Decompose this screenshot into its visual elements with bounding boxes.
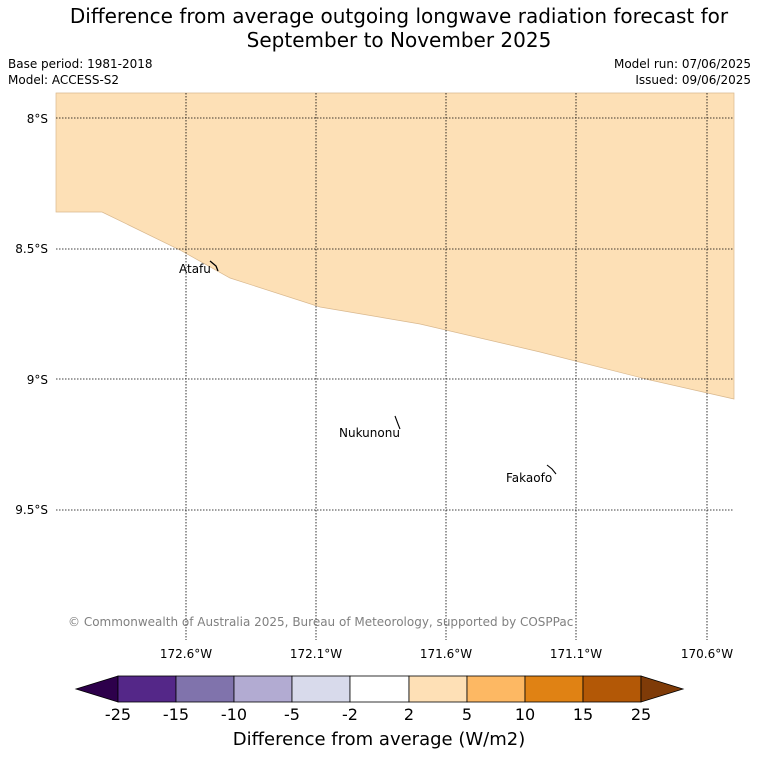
base-period: Base period: 1981-2018 bbox=[8, 57, 153, 71]
place-label-atafu: Atafu bbox=[179, 262, 211, 276]
colorbar-tick: -2 bbox=[342, 705, 358, 724]
lat-label-9s: 9°S bbox=[27, 373, 48, 387]
anomaly-region bbox=[55, 92, 735, 400]
colorbar-swatch-9 bbox=[582, 675, 642, 703]
lat-label-8-5s: 8.5°S bbox=[15, 242, 48, 256]
lon-label-170-6w: 170.6°W bbox=[681, 647, 733, 661]
lon-label-172-6w: 172.6°W bbox=[160, 647, 212, 661]
metadata-left: Base period: 1981-2018 Model: ACCESS-S2 bbox=[8, 56, 153, 88]
colorbar-tick: 2 bbox=[404, 705, 414, 724]
lon-label-172-1w: 172.1°W bbox=[290, 647, 342, 661]
place-label-fakaofo: Fakaofo bbox=[506, 471, 552, 485]
atafu-island-shape bbox=[209, 260, 219, 272]
issued-date: Issued: 09/06/2025 bbox=[635, 73, 751, 87]
title-line-2: September to November 2025 bbox=[246, 28, 552, 52]
colorbar-tick: 15 bbox=[573, 705, 593, 724]
model-run: Model run: 07/06/2025 bbox=[613, 57, 751, 71]
colorbar-swatch-7 bbox=[466, 675, 526, 703]
colorbar-swatch-1 bbox=[117, 675, 177, 703]
nukunonu-island-shape bbox=[394, 415, 401, 430]
lon-gridlines bbox=[185, 93, 708, 640]
colorbar-tick: -5 bbox=[284, 705, 300, 724]
colorbar-tick: -25 bbox=[105, 705, 131, 724]
lon-label-171-6w: 171.6°W bbox=[420, 647, 472, 661]
colorbar-swatch-6 bbox=[408, 675, 468, 703]
colorbar-arrow-low bbox=[74, 675, 119, 703]
model-name: Model: ACCESS-S2 bbox=[8, 73, 120, 87]
fakaofo-island-shape bbox=[546, 464, 557, 475]
lat-gridlines bbox=[56, 117, 734, 511]
colorbar-tick: 10 bbox=[515, 705, 535, 724]
lat-label-8s: 8°S bbox=[27, 112, 48, 126]
colorbar-label: Difference from average (W/m2) bbox=[232, 729, 526, 750]
metadata-right: Model run: 07/06/2025 Issued: 09/06/2025 bbox=[614, 56, 751, 88]
colorbar-tick: -15 bbox=[163, 705, 189, 724]
place-label-nukunonu: Nukunonu bbox=[339, 426, 400, 440]
colorbar-swatch-2 bbox=[175, 675, 235, 703]
page-title: Difference from average outgoing longwav… bbox=[0, 4, 758, 52]
colorbar-arrow-high bbox=[640, 675, 685, 703]
colorbar-tick: 25 bbox=[631, 705, 651, 724]
colorbar-swatch-5 bbox=[349, 675, 410, 703]
colorbar-swatch-8 bbox=[524, 675, 584, 703]
colorbar-swatch-4 bbox=[291, 675, 351, 703]
colorbar-swatch-3 bbox=[233, 675, 293, 703]
colorbar-tick: -10 bbox=[221, 705, 247, 724]
colorbar bbox=[74, 675, 685, 703]
lon-label-171-1w: 171.1°W bbox=[550, 647, 602, 661]
copyright-notice: © Commonwealth of Australia 2025, Bureau… bbox=[68, 615, 573, 629]
colorbar-tick: 5 bbox=[462, 705, 472, 724]
lat-label-9-5s: 9.5°S bbox=[15, 503, 48, 517]
title-line-1: Difference from average outgoing longwav… bbox=[69, 4, 729, 28]
